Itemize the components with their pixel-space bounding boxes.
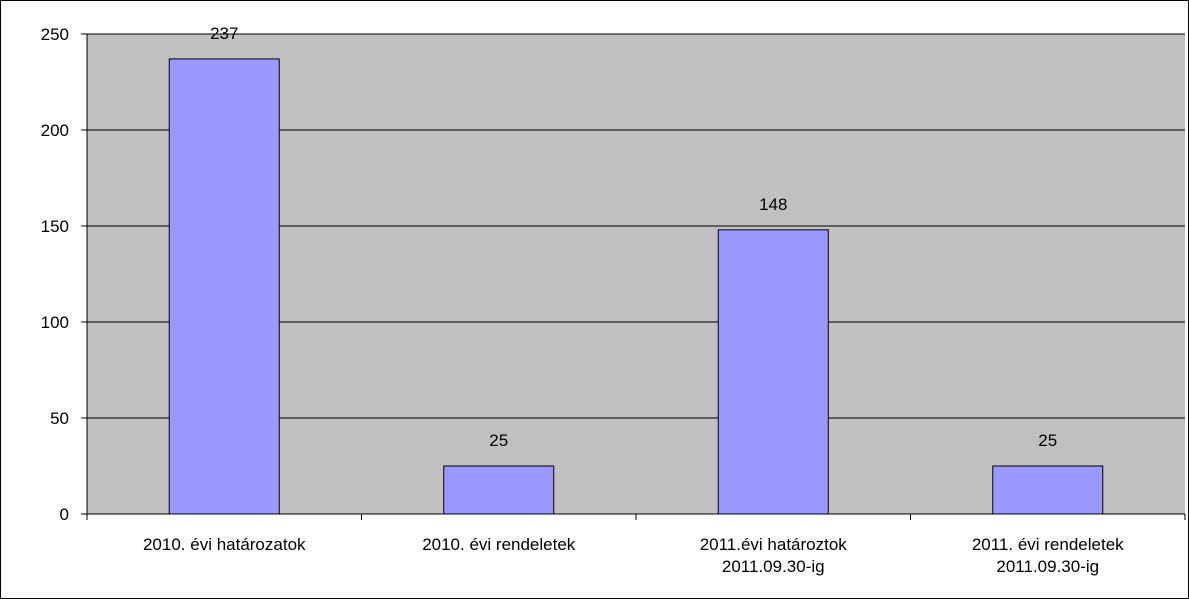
bar-4	[993, 466, 1103, 514]
y-tick-label-100: 100	[41, 313, 69, 332]
x-category-label-4: 2011. évi rendeletek 2011.09.30-ig	[972, 535, 1124, 576]
x-category-label-line: 2011.09.30-ig	[996, 557, 1099, 576]
x-category-label-line: 2011. évi rendeletek	[972, 535, 1124, 554]
data-label-4: 25	[1038, 431, 1057, 450]
x-category-label-line: 2010. évi rendeletek	[422, 535, 576, 554]
x-category-label-line: 2010. évi határozatok	[143, 535, 306, 554]
y-tick-label-250: 250	[41, 25, 69, 44]
bar-2	[444, 466, 554, 514]
x-category-label-line: 2011.évi határoztok	[700, 535, 848, 554]
x-category-label-3: 2011.évi határoztok 2011.09.30-ig	[700, 535, 848, 576]
y-axis-tick-labels: 0 50 100 150 200 250	[41, 25, 69, 524]
x-axis-category-labels: 2010. évi határozatok 2010. évi rendelete…	[143, 535, 1124, 576]
y-tick-label-150: 150	[41, 217, 69, 236]
bar-1	[169, 59, 279, 514]
bar-3	[718, 230, 828, 514]
y-tick-label-0: 0	[60, 505, 69, 524]
data-label-1: 237	[210, 24, 238, 43]
data-label-2: 25	[489, 431, 508, 450]
x-category-label-line: 2011.09.30-ig	[722, 557, 825, 576]
y-tick-label-50: 50	[50, 409, 69, 428]
data-label-3: 148	[759, 195, 787, 214]
x-category-label-2: 2010. évi rendeletek	[422, 535, 576, 554]
y-tick-label-200: 200	[41, 121, 69, 140]
x-category-label-1: 2010. évi határozatok	[143, 535, 306, 554]
